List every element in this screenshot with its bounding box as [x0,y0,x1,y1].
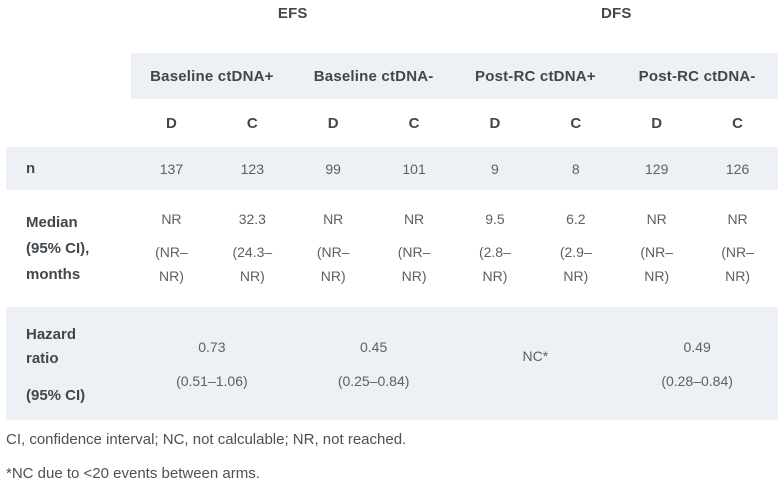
median-label-line: months [26,265,81,283]
arm-header: D [489,114,501,132]
median-value: 32.3 [238,210,266,227]
group-header-postrc-ctdna-pos: Post-RC ctDNA+ [454,53,617,99]
median-cell: NR (NR–NR) [293,190,374,307]
median-value: NR [727,210,748,227]
arm-header: C [732,114,743,132]
median-cell: 9.5 (2.8–NR) [455,190,536,307]
median-cell: NR (NR–NR) [697,190,778,307]
n-value: 99 [292,147,374,190]
arm-header: C [570,114,582,132]
median-ci: (2.8–NR) [478,243,511,284]
hazard-ratio-cell: 0.45 (0.25–0.84) [292,307,455,420]
hazard-label-line: (95% CI) [26,387,86,404]
efs-header: EFS [277,5,308,22]
hazard-label-line: Hazard ratio [26,326,77,367]
n-row: n 137 123 99 101 9 8 129 126 [6,147,778,190]
median-label-line: (95% CI), [26,239,90,257]
n-value: 123 [211,147,293,190]
hazard-ratio-value: 0.45 [360,338,388,355]
arm-header: D [651,114,663,132]
arm-header: C [246,114,258,132]
median-cell: 6.2 (2.9–NR) [535,190,616,307]
median-row: Median (95% CI), months NR (NR–NR) 32.3 … [6,190,778,307]
median-cell: 32.3 (24.3–NR) [212,190,293,307]
group-header-row: Baseline ctDNA+ Baseline ctDNA- Post-RC … [6,53,778,99]
arm-header: C [408,114,420,132]
hazard-ratio-ci: (0.28–0.84) [661,372,733,389]
median-value: 9.5 [485,210,505,227]
median-cell: NR (NR–NR) [374,190,455,307]
median-row-label: Median (95% CI), months [6,190,131,307]
n-value: 8 [535,147,617,190]
median-ci: (NR–NR) [155,243,188,284]
group-header-baseline-ctdna-pos: Baseline ctDNA+ [131,53,293,99]
hazard-ratio-value: 0.73 [198,338,226,355]
arm-header-row: D C D C D C D C [6,99,778,147]
group-header-baseline-ctdna-neg: Baseline ctDNA- [292,53,455,99]
label-column-spacer [6,99,131,147]
hazard-ratio-row: Hazard ratio (95% CI) 0.73 (0.51–1.06) 0… [6,307,778,420]
median-ci: (NR–NR) [316,243,350,284]
arm-header: D [327,114,339,132]
n-value: 9 [454,147,536,190]
survival-type-row: EFS DFS [6,0,778,53]
group-header-postrc-ctdna-neg: Post-RC ctDNA- [616,53,778,99]
median-ci: (NR–NR) [397,243,431,284]
median-label-line: Median [26,213,78,231]
nc-footnote: *NC due to <20 events between arms. [6,465,260,482]
median-cell: NR (NR–NR) [616,190,697,307]
n-row-label: n [6,147,131,190]
label-column-spacer [6,53,131,99]
median-ci: (NR–NR) [640,243,674,284]
arm-header: D [166,114,177,132]
table-footnotes: CI, confidence interval; NC, not calcula… [6,430,784,484]
median-ci: (2.9–NR) [559,243,592,284]
median-value: NR [403,210,425,227]
median-value: 6.2 [566,210,586,227]
ctdna-outcomes-table: EFS DFS Baseline ctDNA+ Baseline ctDNA- … [6,0,778,420]
hazard-ratio-ci: (0.51–1.06) [176,372,248,389]
n-value: 101 [373,147,455,190]
hazard-ratio-value: NC* [522,347,549,364]
hazard-ratio-ci: (0.25–0.84) [337,372,410,389]
median-ci: (NR–NR) [721,243,754,284]
n-value: 129 [616,147,698,190]
median-value: NR [161,210,182,227]
hazard-ratio-cell: NC* [454,307,617,420]
n-value: 126 [697,147,778,190]
n-value: 137 [131,147,212,190]
median-cell: NR (NR–NR) [131,190,212,307]
hazard-ratio-cell: 0.73 (0.51–1.06) [131,307,293,420]
hazard-ratio-row-label: Hazard ratio (95% CI) [6,307,131,420]
hazard-ratio-value: 0.49 [683,338,711,355]
dfs-header: DFS [600,5,632,22]
median-value: NR [646,210,667,227]
label-column-spacer [6,0,131,53]
abbreviations-footnote: CI, confidence interval; NC, not calcula… [6,431,407,448]
hazard-ratio-cell: 0.49 (0.28–0.84) [616,307,778,420]
median-ci: (24.3–NR) [232,243,273,284]
median-value: NR [323,210,344,227]
